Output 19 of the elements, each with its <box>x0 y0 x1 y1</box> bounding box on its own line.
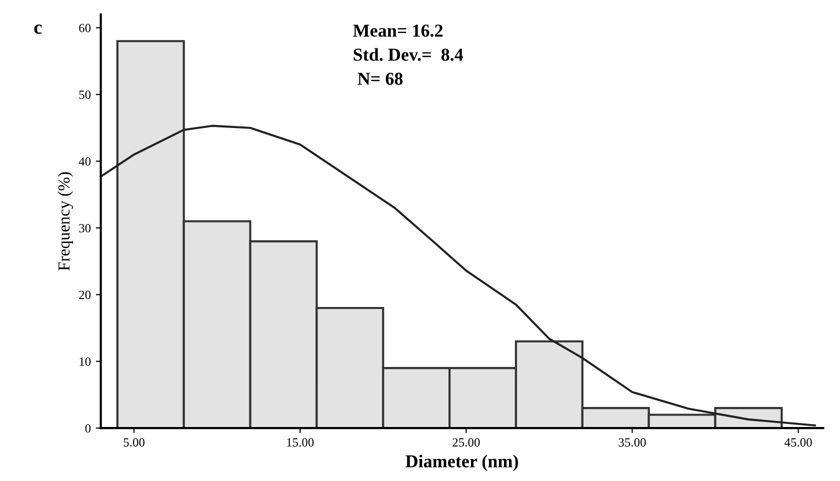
y-tick-label: 20 <box>79 290 91 300</box>
y-tick-label: 50 <box>79 90 91 99</box>
annotation: Std. Dev.= 8.4 <box>354 48 464 61</box>
y-tick-label: 60 <box>79 24 91 32</box>
y-tick-label: 0 <box>85 424 91 433</box>
annotation: Mean= 16.2 <box>353 24 443 37</box>
line-series <box>100 124 816 426</box>
annotation: N= 68 <box>358 72 403 85</box>
y-tick-label: 30 <box>79 224 91 232</box>
y-axis-title: Frequency (%) <box>58 172 74 271</box>
x-tick-label: 15.00 <box>287 438 314 447</box>
x-tick-label: 5.00 <box>124 438 144 447</box>
x-axis-title: Diameter (nm) <box>406 454 518 472</box>
x-tick-label: 35.00 <box>618 438 646 447</box>
chart-title: c <box>34 24 42 34</box>
y-tick-label: 40 <box>78 157 91 166</box>
y-tick-label: 10 <box>80 357 91 366</box>
x-tick-label: 25.00 <box>452 438 480 447</box>
x-tick-label: 45.00 <box>784 438 812 447</box>
